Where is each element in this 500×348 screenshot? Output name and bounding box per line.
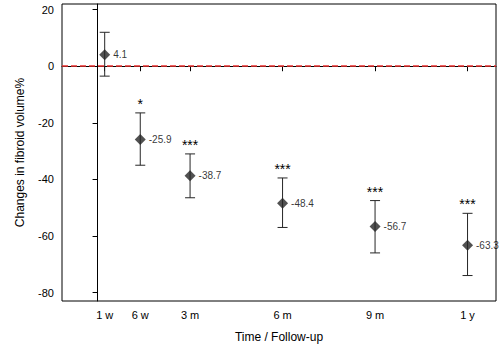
svg-text:6 w: 6 w	[132, 309, 149, 321]
svg-text:0: 0	[48, 60, 54, 72]
svg-text:-80: -80	[38, 287, 54, 299]
svg-text:-38.7: -38.7	[199, 170, 222, 181]
svg-text:6 m: 6 m	[273, 309, 291, 321]
svg-text:-48.4: -48.4	[291, 198, 314, 209]
svg-text:-60: -60	[38, 230, 54, 242]
svg-text:*: *	[138, 96, 144, 112]
svg-text:Changes in fibroid volume%: Changes in fibroid volume%	[13, 77, 27, 227]
svg-text:-25.9: -25.9	[149, 134, 172, 145]
svg-text:***: ***	[274, 161, 291, 177]
svg-text:1 y: 1 y	[460, 309, 475, 321]
svg-text:3 m: 3 m	[181, 309, 199, 321]
svg-text:4.1: 4.1	[113, 49, 127, 60]
svg-text:-63.3: -63.3	[476, 240, 499, 251]
svg-text:9 m: 9 m	[366, 309, 384, 321]
svg-text:***: ***	[182, 137, 199, 153]
svg-text:***: ***	[459, 196, 476, 212]
svg-text:-20: -20	[38, 117, 54, 129]
svg-text:Time / Follow-up: Time / Follow-up	[235, 330, 324, 344]
svg-text:-56.7: -56.7	[384, 221, 407, 232]
svg-text:-40: -40	[38, 173, 54, 185]
svg-text:20: 20	[42, 4, 54, 16]
svg-text:***: ***	[367, 184, 384, 200]
svg-text:1 w: 1 w	[96, 309, 113, 321]
